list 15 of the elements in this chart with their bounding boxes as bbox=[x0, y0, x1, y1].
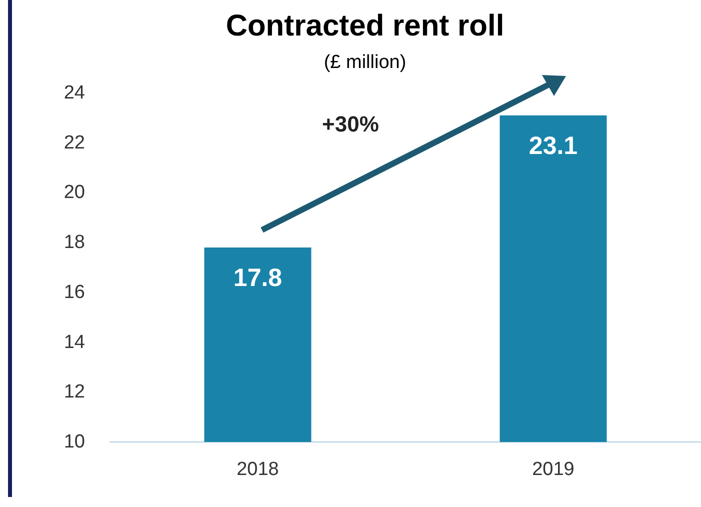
data-label: 23.1 bbox=[528, 132, 578, 160]
x-tick-label: 2019 bbox=[532, 459, 574, 480]
y-tick-label: 22 bbox=[64, 132, 85, 154]
chart-title: Contracted rent roll bbox=[226, 10, 504, 42]
y-tick-label: 10 bbox=[64, 432, 85, 452]
y-tick-label: 20 bbox=[64, 182, 85, 204]
y-tick-label: 18 bbox=[64, 232, 85, 254]
y-tick-label: 24 bbox=[64, 82, 86, 104]
chart-subtitle: (£ million) bbox=[324, 52, 406, 73]
y-tick-label: 12 bbox=[64, 382, 85, 403]
annotation: +30% bbox=[322, 112, 379, 136]
y-tick-label: 16 bbox=[64, 282, 85, 303]
y-tick-label: 14 bbox=[64, 332, 86, 353]
data-label: 17.8 bbox=[233, 264, 282, 292]
x-tick-label: 2018 bbox=[236, 459, 279, 480]
